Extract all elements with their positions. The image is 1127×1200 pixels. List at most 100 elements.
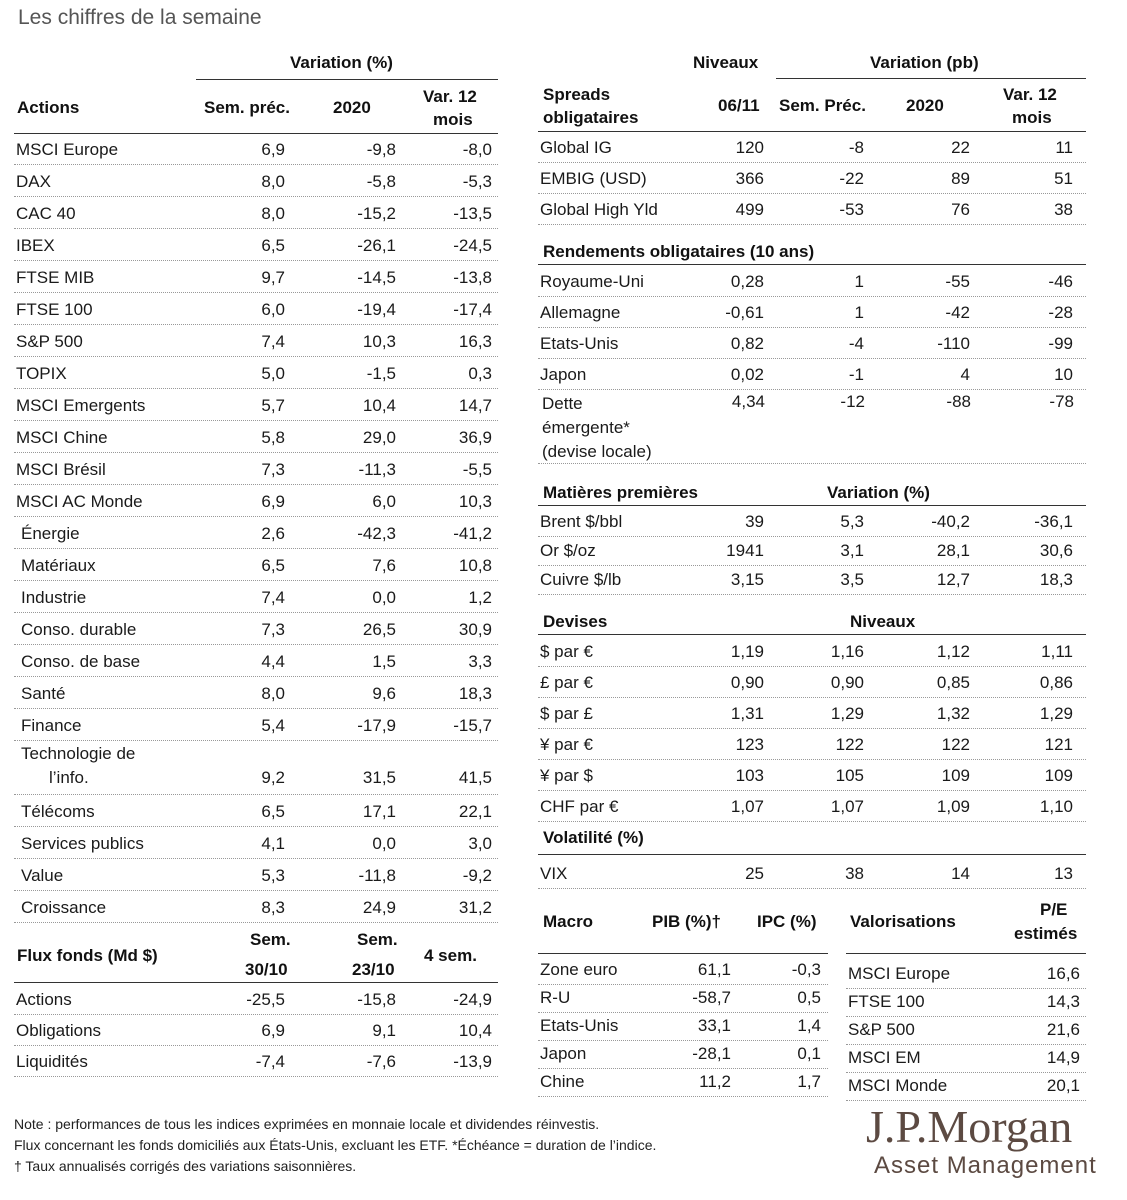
actions-value: 22,1 <box>458 802 492 821</box>
matieres-row: Or $/oz 1941 3,1 28,1 30,6 <box>538 535 1086 566</box>
matieres-label: Or $/oz <box>540 541 596 560</box>
actions-group-header: Variation (%) <box>290 53 393 72</box>
matieres-value: -36,1 <box>1034 512 1073 531</box>
volatilite-value: 38 <box>845 864 864 883</box>
flux-row: Actions -25,5 -15,8 -24,9 <box>14 984 498 1015</box>
actions-value: 6,9 <box>261 140 285 159</box>
actions-value: 7,6 <box>372 556 396 575</box>
matieres-value: 3,5 <box>840 570 864 589</box>
actions-value: 0,0 <box>372 588 396 607</box>
actions-value: 10,8 <box>458 556 492 575</box>
rendements-value: -55 <box>945 272 970 291</box>
devises-label: CHF par € <box>540 797 619 816</box>
dette-label-1: Dette <box>542 394 583 413</box>
flux-label: Obligations <box>16 1021 102 1040</box>
rendements-value: -42 <box>945 303 970 322</box>
actions-row: Technologie de l’info. 9,2 31,5 41,5 <box>14 742 498 795</box>
macro-col-ipc: IPC (%) <box>757 912 817 931</box>
matieres-header: Matières premières <box>543 483 698 502</box>
actions-label-header: Actions <box>17 98 80 117</box>
actions-label: FTSE 100 <box>16 300 93 319</box>
spreads-value: 76 <box>951 200 970 219</box>
macro-value: -58,7 <box>692 988 731 1007</box>
devises-sub-header: Niveaux <box>850 612 916 631</box>
flux-value: 9,1 <box>372 1021 396 1040</box>
actions-label: CAC 40 <box>16 204 76 223</box>
note-2: Flux concernant les fonds domiciliés aux… <box>14 1137 657 1153</box>
devises-value: 122 <box>941 735 970 754</box>
devises-label: ¥ par $ <box>540 766 593 785</box>
macro-label: Chine <box>540 1072 585 1091</box>
actions-value: -13,8 <box>453 268 492 287</box>
actions-row: Industrie 7,4 0,0 1,2 <box>14 582 498 613</box>
valorisations-label: MSCI Europe <box>848 964 951 983</box>
actions-value: 5,0 <box>261 364 285 383</box>
actions-value: -9,2 <box>462 866 492 885</box>
valorisations-col-estimes: estimés <box>1014 924 1078 943</box>
devises-value: 1,12 <box>936 642 970 661</box>
matieres-value: 1941 <box>726 541 764 560</box>
devises-value: 1,16 <box>830 642 864 661</box>
macro-col-pib: PIB (%)† <box>652 912 721 931</box>
valorisations-value: 14,9 <box>1046 1048 1080 1067</box>
actions-row: Énergie 2,6 -42,3 -41,2 <box>14 518 498 549</box>
volatilite-value: 14 <box>951 864 970 883</box>
actions-value: -17,9 <box>357 716 396 735</box>
actions-value: -13,5 <box>453 204 492 223</box>
actions-value: 8,0 <box>261 684 285 703</box>
flux-col-date1: 30/10 <box>245 960 288 979</box>
actions-value: 6,0 <box>261 300 285 319</box>
actions-label: Value <box>21 866 64 885</box>
rendements-value: -1 <box>848 365 864 384</box>
asset-management-logo: Asset Management <box>874 1152 1097 1179</box>
actions-label: Services publics <box>21 834 144 853</box>
dette-label-3: (devise locale) <box>542 442 652 461</box>
macro-value: 0,1 <box>797 1044 821 1063</box>
volatilite-value: 13 <box>1054 864 1073 883</box>
devises-row: CHF par € 1,07 1,07 1,09 1,10 <box>538 791 1086 822</box>
valorisations-label: S&P 500 <box>848 1020 915 1039</box>
dette-v4: -78 <box>1049 392 1074 411</box>
devises-value: 1,19 <box>730 642 764 661</box>
volatilite-header: Volatilité (%) <box>543 828 644 847</box>
actions-value: 8,0 <box>261 172 285 191</box>
valorisations-row: MSCI Europe 16,6 <box>846 958 1086 989</box>
actions-row: Value 5,3 -11,8 -9,2 <box>14 860 498 891</box>
flux-col-4sem: 4 sem. <box>424 946 477 965</box>
actions-label: Croissance <box>21 898 107 917</box>
rendements-row: Allemagne -0,61 1 -42 -28 <box>538 297 1086 328</box>
spreads-value: -8 <box>848 138 864 157</box>
actions-value: 31,2 <box>458 898 492 917</box>
actions-row: MSCI Chine 5,8 29,0 36,9 <box>14 422 498 453</box>
actions-value: 31,5 <box>362 768 396 787</box>
flux-value: -13,9 <box>453 1052 492 1071</box>
macro-value: -0,3 <box>791 960 821 979</box>
rendements-value: -0,61 <box>725 303 764 322</box>
actions-row: MSCI AC Monde 6,9 6,0 10,3 <box>14 486 498 517</box>
actions-row: Conso. durable 7,3 26,5 30,9 <box>14 614 498 645</box>
spreads-value: -22 <box>839 169 864 188</box>
actions-row: CAC 40 8,0 -15,2 -13,5 <box>14 198 498 229</box>
actions-row: Finance 5,4 -17,9 -15,7 <box>14 710 498 741</box>
devises-value: 1,32 <box>936 704 970 723</box>
actions-value: 6,5 <box>261 802 285 821</box>
actions-value: -17,4 <box>453 300 492 319</box>
valorisations-value: 20,1 <box>1046 1076 1080 1095</box>
matieres-label: Cuivre $/lb <box>540 570 622 589</box>
actions-value: 5,4 <box>261 716 285 735</box>
macro-value: 0,5 <box>797 988 821 1007</box>
flux-value: -25,5 <box>246 990 285 1009</box>
matieres-row: Cuivre $/lb 3,15 3,5 12,7 18,3 <box>538 564 1086 595</box>
actions-label: Finance <box>21 716 82 735</box>
actions-value: -15,7 <box>453 716 492 735</box>
dette-v2: -12 <box>840 392 865 411</box>
actions-value: -9,8 <box>366 140 396 159</box>
actions-value: 1,5 <box>372 652 396 671</box>
rendements-value: -46 <box>1048 272 1073 291</box>
devises-value: 109 <box>941 766 970 785</box>
devises-value: 1,29 <box>830 704 864 723</box>
actions-label: Télécoms <box>21 802 95 821</box>
actions-value: -5,5 <box>462 460 492 479</box>
actions-value: 16,3 <box>458 332 492 351</box>
actions-row: MSCI Emergents 5,7 10,4 14,7 <box>14 390 498 421</box>
